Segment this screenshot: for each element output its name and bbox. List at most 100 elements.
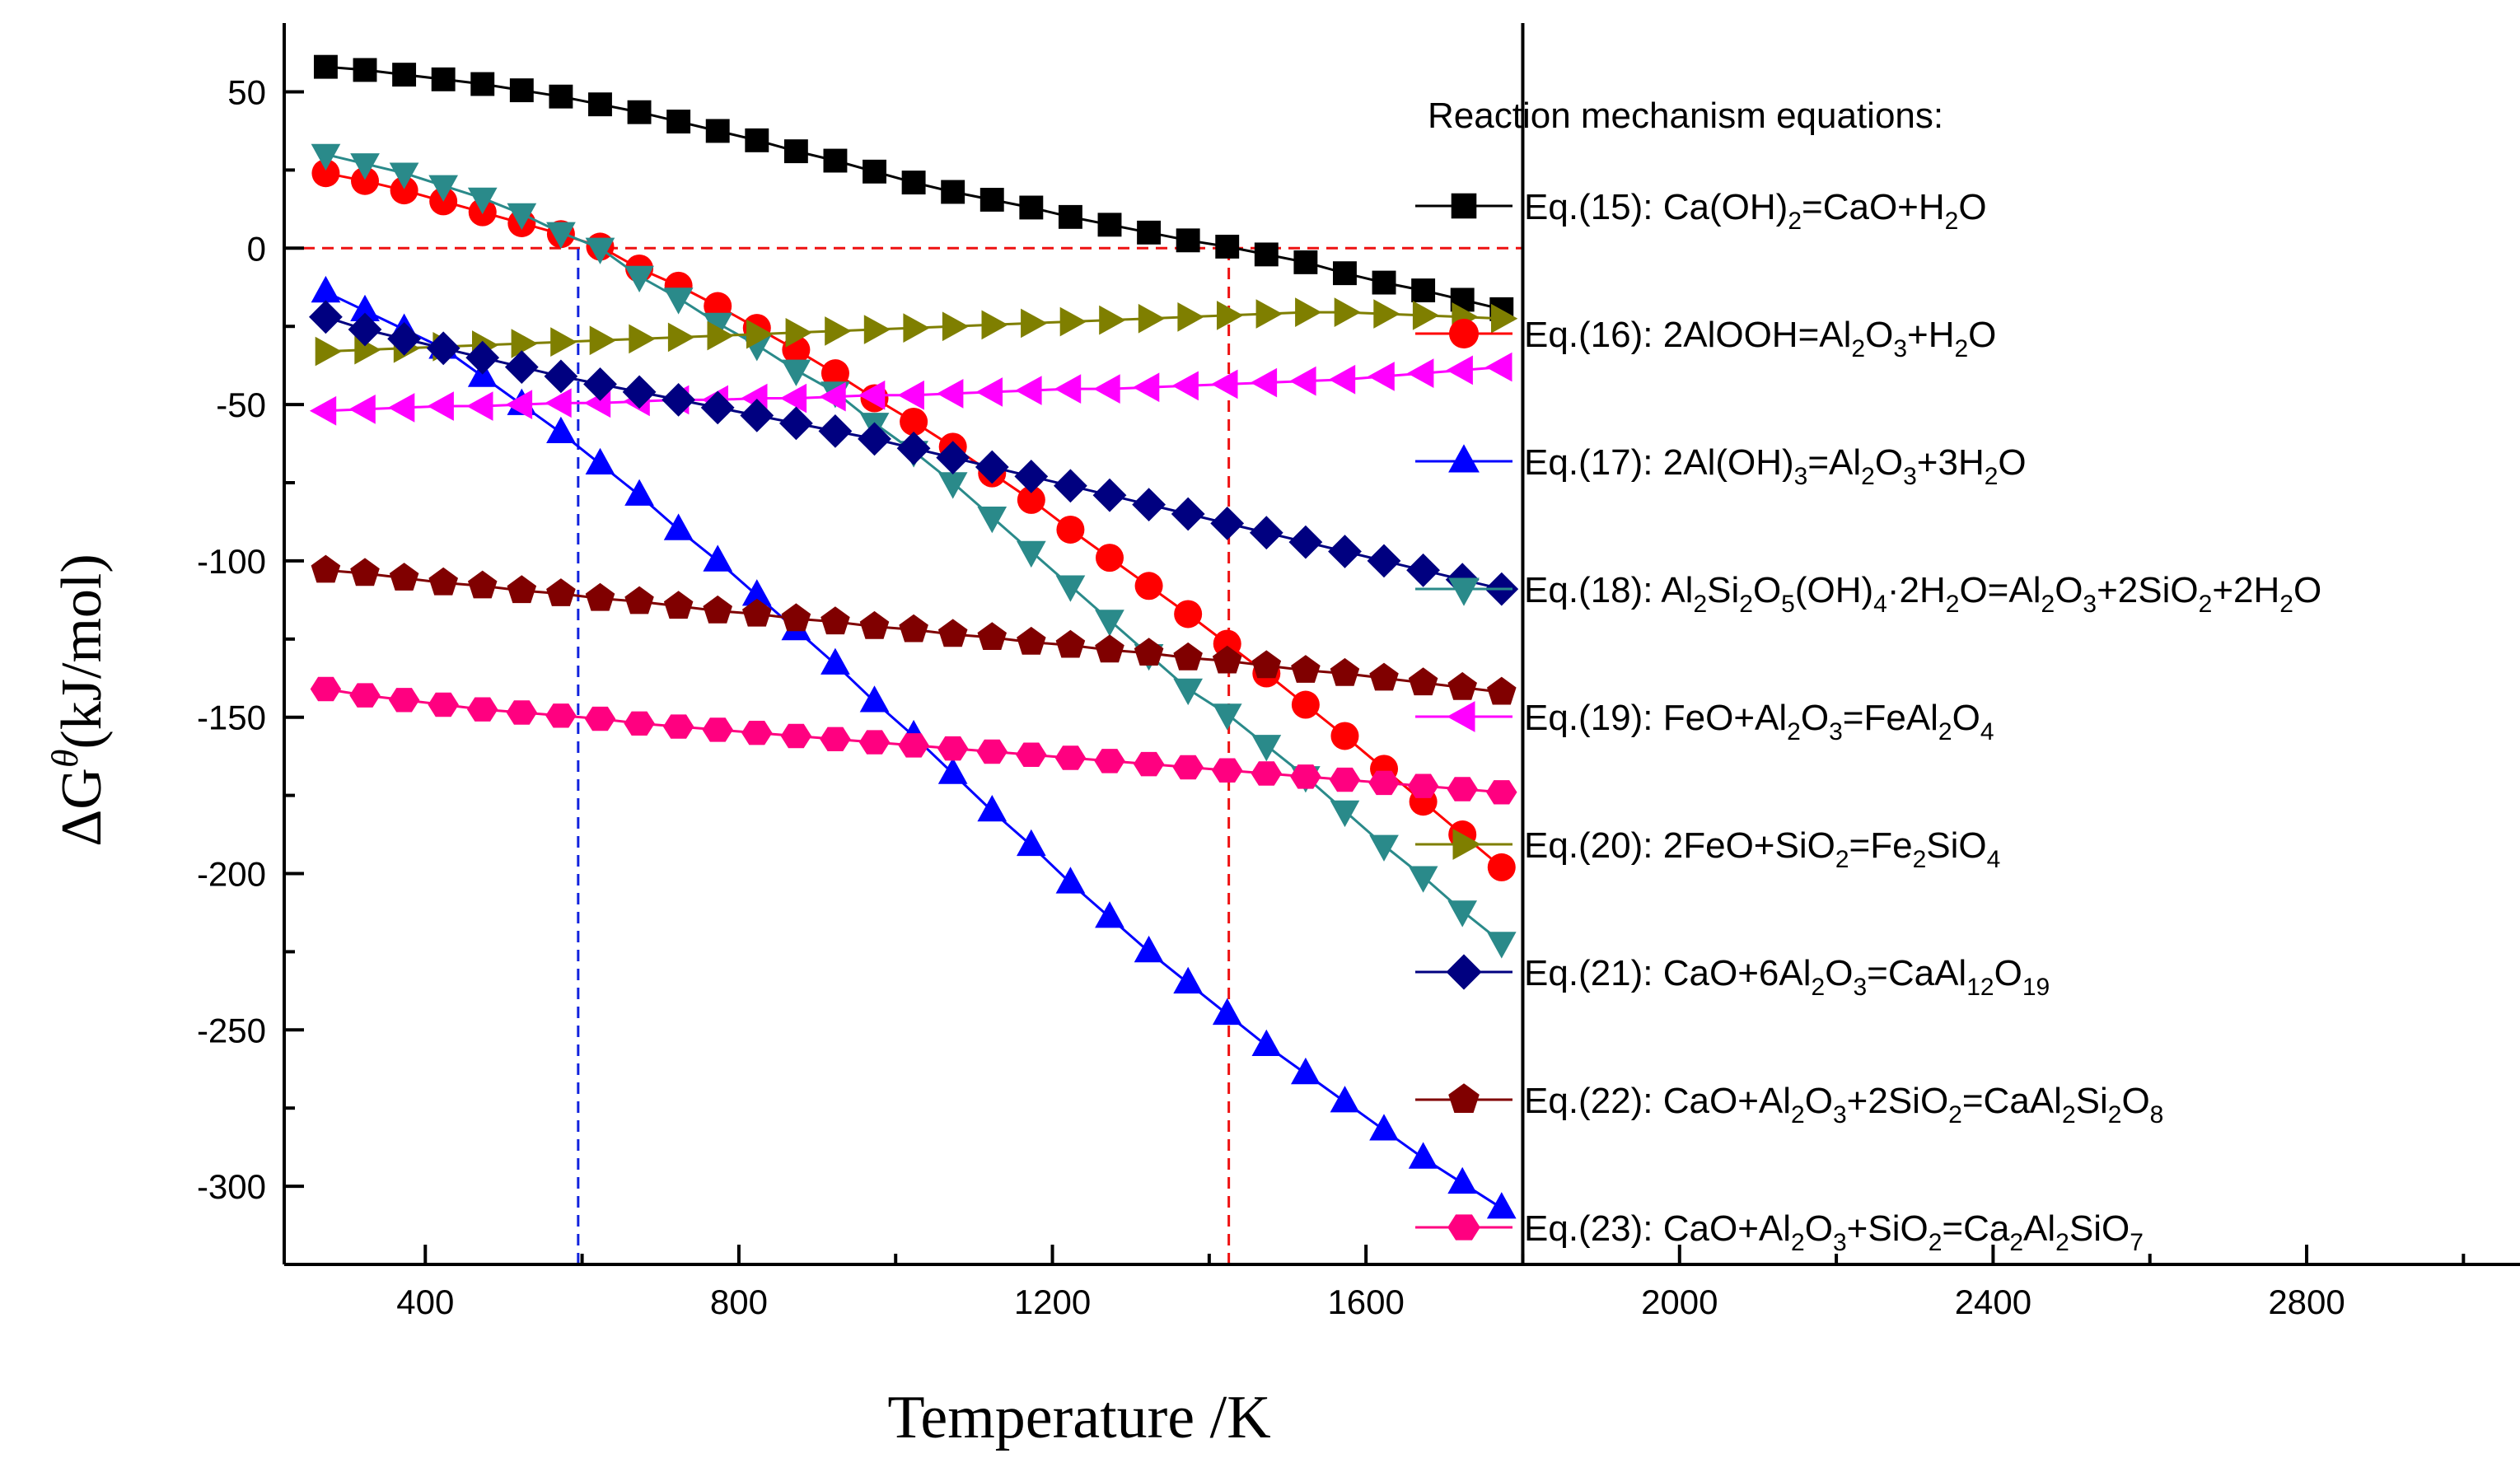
data-point-eq19	[1407, 358, 1434, 388]
data-point-eq17	[937, 757, 968, 784]
data-point-eq19	[545, 388, 572, 418]
legend-label-subscript: 2	[1791, 1101, 1805, 1129]
data-point-eq23	[1212, 758, 1243, 783]
y-axis-title-symbol: ΔG	[50, 768, 114, 847]
legend-label-prefix: Eq.(21):	[1524, 953, 1663, 993]
data-point-eq22	[781, 603, 811, 632]
data-point-eq20	[942, 311, 970, 342]
data-point-eq15	[1293, 250, 1318, 274]
data-point-eq22	[937, 619, 968, 647]
legend-marker	[1449, 319, 1479, 348]
data-point-eq20	[1021, 308, 1048, 339]
data-point-eq16	[351, 166, 380, 195]
legend-entry-eq17: Eq.(17): 2Al(OH)3=Al2O3+3H2O	[1415, 442, 2027, 490]
data-point-eq21	[858, 422, 891, 456]
legend-entry-eq19: Eq.(19): FeO+Al2O3=FeAl2O4	[1415, 698, 1994, 745]
data-point-eq23	[1407, 773, 1439, 798]
data-point-eq23	[780, 723, 812, 749]
data-point-eq21	[622, 375, 657, 409]
data-point-eq19	[1446, 355, 1473, 386]
data-point-eq20	[1491, 303, 1518, 334]
legend-label-subscript: 2	[1788, 208, 1802, 235]
data-point-eq16	[390, 176, 418, 205]
legend-marker	[1447, 1214, 1480, 1241]
legend-label-subscript: 2	[1954, 335, 1968, 362]
data-point-eq17	[1095, 901, 1124, 928]
data-point-eq22	[1055, 629, 1086, 658]
data-point-eq16	[1017, 485, 1045, 514]
data-point-eq20	[903, 313, 930, 343]
legend-label-text: CaO+6Al	[1663, 953, 1812, 993]
legend-entry-eq21: Eq.(21): CaO+6Al2O3=CaAl12O19	[1415, 953, 2050, 1001]
x-tick-label: 800	[710, 1283, 768, 1321]
data-point-eq23	[1172, 755, 1204, 780]
legend-label-text: Si	[2076, 1081, 2108, 1121]
data-point-eq20	[825, 316, 852, 346]
data-point-eq21	[544, 359, 578, 394]
data-point-eq22	[1212, 645, 1242, 674]
data-point-eq23	[1094, 749, 1125, 773]
series-line-eq18	[325, 152, 1503, 944]
legend-label-text: +2H	[2212, 570, 2279, 610]
legend-label: Eq.(23): CaO+Al2O3+SiO2=Ca2Al2SiO7	[1524, 1208, 2144, 1256]
data-point-eq20	[863, 315, 891, 344]
legend-marker	[1451, 193, 1477, 219]
data-point-eq15	[745, 128, 769, 152]
data-point-eq18	[585, 237, 615, 264]
data-point-eq20	[315, 336, 342, 367]
data-point-eq19	[1328, 364, 1356, 395]
data-point-eq18	[1212, 703, 1242, 731]
data-point-eq22	[742, 598, 772, 627]
legend-label-prefix: Eq.(23):	[1524, 1208, 1663, 1249]
series-eq21	[309, 300, 1519, 606]
y-tick-label: -150	[197, 699, 266, 737]
legend-entry-eq23: Eq.(23): CaO+Al2O3+SiO2=Ca2Al2SiO7	[1415, 1208, 2144, 1256]
data-point-eq19	[1368, 362, 1395, 391]
data-point-eq15	[392, 63, 417, 87]
data-point-eq15	[353, 58, 377, 82]
legend-label-subscript: 19	[2022, 974, 2050, 1001]
y-axis-title-superscript: θ	[44, 750, 86, 769]
data-point-eq22	[1291, 655, 1321, 683]
data-point-eq18	[1055, 575, 1086, 602]
data-point-eq19	[1054, 374, 1082, 404]
data-point-eq17	[1408, 1142, 1438, 1169]
data-point-eq22	[311, 554, 341, 583]
legend-label-text: O	[1865, 315, 1893, 355]
x-tick-label: 1600	[1327, 1283, 1404, 1321]
data-point-eq16	[821, 359, 849, 388]
legend-label-text: ·2H	[1887, 570, 1946, 610]
data-point-eq20	[1412, 301, 1440, 330]
data-point-eq18	[1330, 800, 1360, 828]
data-point-eq23	[1016, 742, 1047, 767]
data-point-eq19	[897, 380, 924, 410]
data-point-eq22	[663, 591, 694, 619]
legend-label-subscript: 2	[2041, 591, 2055, 618]
data-point-eq16	[900, 407, 928, 436]
legend-label-text: Al	[1661, 570, 1693, 610]
x-tick-label: 2400	[1955, 1283, 2031, 1321]
data-point-eq15	[1411, 278, 1436, 303]
data-point-eq19	[975, 377, 1003, 407]
data-point-eq17	[1486, 1192, 1517, 1219]
data-point-eq23	[937, 736, 969, 761]
data-point-eq22	[585, 582, 615, 611]
data-point-eq17	[624, 479, 654, 506]
legend-label-text: +H	[1907, 315, 1954, 355]
legend-label-text: (OH)	[1795, 570, 1873, 610]
data-point-eq23	[1290, 764, 1321, 789]
data-point-eq17	[1055, 867, 1086, 894]
data-point-eq20	[785, 318, 812, 348]
legend-label-subscript: 2	[1739, 591, 1753, 618]
data-point-eq22	[546, 578, 576, 606]
data-point-eq21	[740, 399, 774, 432]
y-tick-label: -50	[216, 386, 266, 424]
legend-label-subscript: 2	[1851, 335, 1865, 362]
data-point-eq21	[583, 367, 617, 401]
legend-label-text: O	[1998, 442, 2026, 483]
data-point-eq17	[859, 685, 890, 713]
data-point-eq19	[348, 395, 376, 424]
y-axis-title-unit: (kJ/mol)	[50, 554, 114, 749]
x-tick-label: 2000	[1641, 1283, 1718, 1321]
data-point-eq17	[1369, 1114, 1399, 1141]
